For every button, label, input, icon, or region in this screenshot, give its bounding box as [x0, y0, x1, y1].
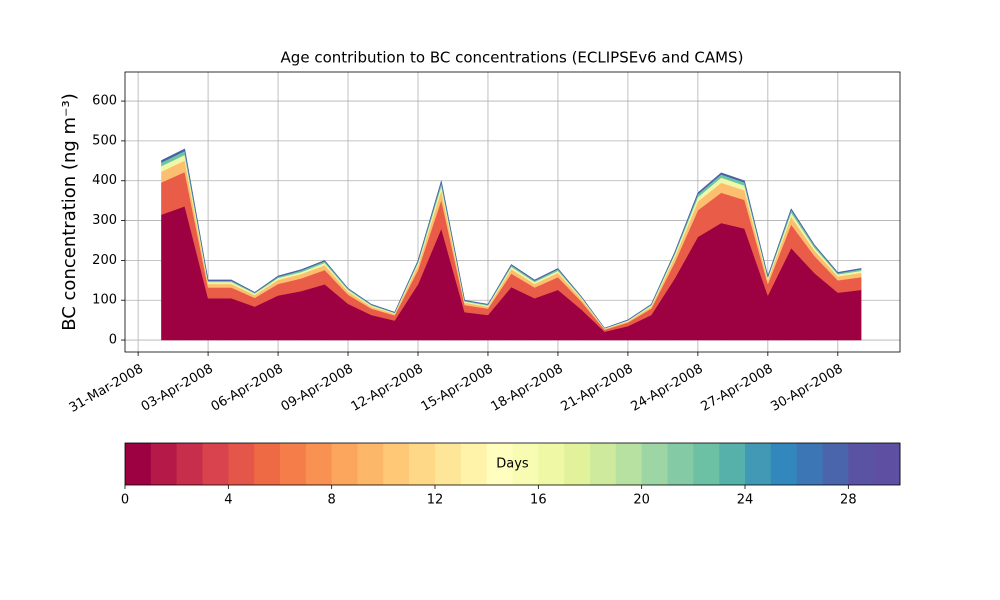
colorbar-tick-label: 12: [427, 493, 444, 508]
y-tick-label: 600: [92, 94, 117, 109]
colorbar-cell: [280, 443, 307, 485]
colorbar-cell: [848, 443, 875, 485]
colorbar-cell: [822, 443, 849, 485]
x-tick-label: 15-Apr-2008: [419, 362, 496, 415]
y-tick-label: 0: [109, 333, 117, 348]
colorbar-cell: [770, 443, 798, 485]
chart-title: Age contribution to BC concentrations (E…: [281, 49, 744, 67]
colorbar-cell: [150, 443, 178, 485]
colorbar-cell: [538, 443, 565, 485]
x-tick-label: 18-Apr-2008: [489, 362, 566, 415]
y-axis-label: BC concentration (ng m⁻³): [59, 93, 80, 331]
colorbar-cell: [254, 443, 281, 485]
y-tick-label: 400: [92, 173, 117, 188]
colorbar-cell: [615, 443, 643, 485]
colorbar-cell: [125, 443, 152, 485]
colorbar-cell: [228, 443, 255, 485]
x-tick-label: 21-Apr-2008: [559, 362, 636, 415]
colorbar-cell: [409, 443, 436, 485]
area: [161, 148, 862, 329]
colorbar-cell: [202, 443, 229, 485]
colorbar-cell: [305, 443, 333, 485]
x-tick-label: 03-Apr-2008: [139, 362, 216, 415]
x-tick-label: 09-Apr-2008: [279, 362, 356, 415]
colorbar-cell: [590, 443, 617, 485]
colorbar-tick-label: 28: [840, 493, 857, 508]
colorbar-cell: [383, 443, 410, 485]
colorbar-cell: [435, 443, 462, 485]
x-tick-label: 24-Apr-2008: [628, 362, 705, 415]
x-tick-label: 31-Mar-2008: [67, 362, 146, 416]
colorbar-frame: [124, 442, 901, 486]
colorbar-cell: [745, 443, 772, 485]
colorbar-cell: [512, 443, 539, 485]
colorbar-cell: [331, 443, 358, 485]
colorbar-cell: [667, 443, 694, 485]
colorbar-tick-label: 4: [224, 493, 232, 508]
colorbar-cell: [693, 443, 720, 485]
colorbar-cell: [796, 443, 823, 485]
colorbar-cell: [357, 443, 384, 485]
plot-frame: [124, 71, 901, 353]
colorbar-cell: [486, 443, 513, 485]
x-tick-label: 12-Apr-2008: [349, 362, 426, 415]
colorbar-cell: [564, 443, 591, 485]
x-tick-label: 27-Apr-2008: [698, 362, 775, 415]
colorbar-cell: [874, 443, 901, 485]
y-tick-label: 100: [92, 293, 117, 308]
colorbar-tick-label: 24: [737, 493, 754, 508]
y-tick-label: 300: [92, 213, 117, 228]
colorbar-label: Days: [496, 457, 529, 472]
colorbar-cell: [641, 443, 668, 485]
x-tick-label: 30-Apr-2008: [768, 362, 845, 415]
colorbar-tick-label: 16: [530, 493, 547, 508]
colorbar-cell: [719, 443, 746, 485]
colorbar-tick-label: 20: [633, 493, 650, 508]
y-tick-label: 500: [92, 133, 117, 148]
colorbar-tick-label: 0: [121, 493, 129, 508]
colorbar-tick-label: 8: [328, 493, 336, 508]
colorbar-cell: [460, 443, 488, 485]
colorbar-cell: [176, 443, 203, 485]
x-tick-label: 06-Apr-2008: [209, 362, 286, 415]
y-tick-label: 200: [92, 253, 117, 268]
